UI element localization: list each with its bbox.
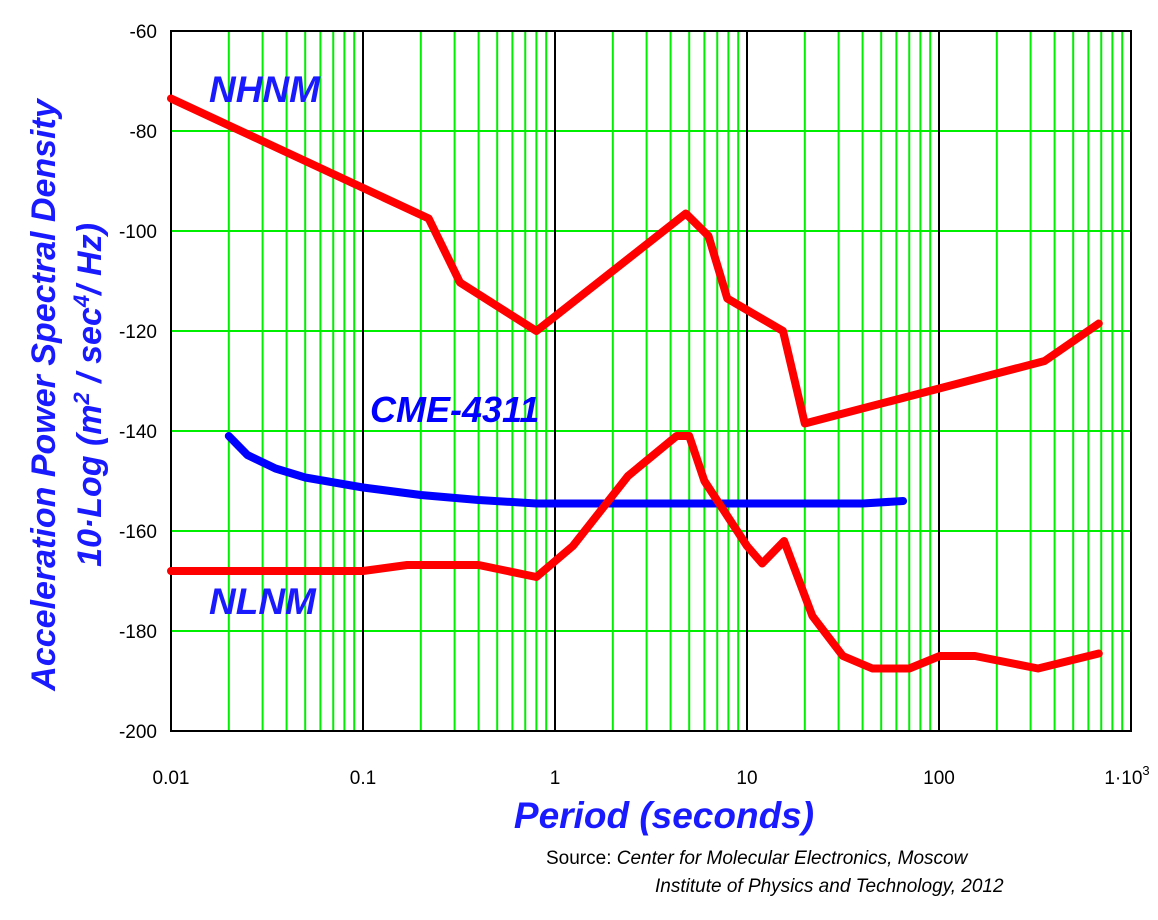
cme-series-label: CME-4311	[370, 389, 539, 430]
series-line-cme-4311	[224, 432, 908, 508]
y-tick-label: -180	[119, 622, 157, 643]
y-axis-label: Acceleration Power Spectral Density 10·L…	[25, 97, 109, 692]
nlnm-series-label: NLNM	[209, 581, 317, 622]
chart-series	[167, 94, 1103, 673]
source-line-2: Institute of Physics and Technology, 201…	[655, 876, 1004, 898]
chart-grid	[170, 30, 1132, 732]
series-line-nlnm	[167, 432, 1103, 673]
source-text-2: Institute of Physics and Technology, 201…	[655, 876, 1004, 897]
y-tick-labels: -60 -80 -100 -120 -140 -160 -180 -200	[119, 22, 157, 743]
x-tick-label: 0.01	[153, 768, 190, 789]
plot-frame	[170, 30, 1132, 732]
y-tick-label: -160	[119, 522, 157, 543]
y-tick-label: -60	[130, 22, 157, 43]
x-tick-label: 100	[923, 768, 955, 789]
y-tick-label: -200	[119, 722, 157, 743]
y-axis-label-line1: Acceleration Power Spectral Density	[25, 97, 63, 692]
x-tick-label: 1·103	[1104, 763, 1149, 789]
y-tick-label: -120	[119, 322, 157, 343]
y-tick-label: -140	[119, 422, 157, 443]
source-line-1: Source: Center for Molecular Electronics…	[546, 848, 967, 870]
y-tick-label: -100	[119, 222, 157, 243]
source-text-1: Center for Molecular Electronics, Moscow	[616, 848, 968, 869]
x-tick-label: 1	[550, 768, 561, 789]
source-label: Source:	[546, 848, 612, 869]
y-tick-label: -80	[130, 122, 157, 143]
x-tick-labels: 0.01 0.1 1 10 100 1·103	[153, 763, 1150, 789]
x-tick-label: 10	[736, 768, 757, 789]
x-tick-exponent: 3	[1142, 763, 1149, 778]
nhnm-series-label: NHNM	[209, 69, 321, 110]
y-axis-label-line2: 10·Log (m2 / sec4/ Hz)	[69, 223, 110, 567]
x-tick-label: 0.1	[350, 768, 376, 789]
x-axis-label: Period (seconds)	[514, 795, 814, 836]
series-line-nhnm	[167, 94, 1103, 428]
